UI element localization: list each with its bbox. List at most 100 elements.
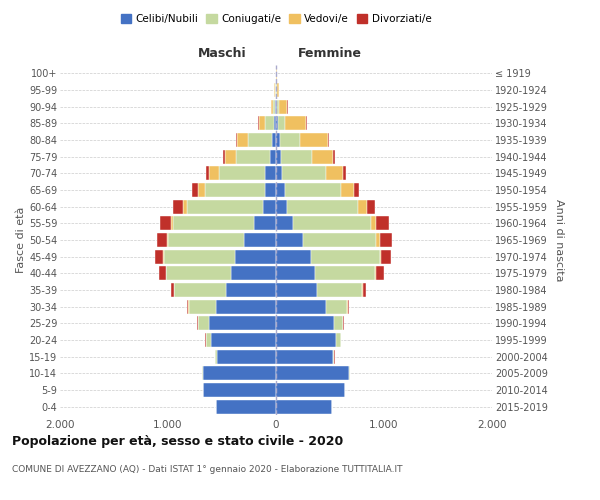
- Bar: [183, 200, 187, 214]
- Bar: [281, 150, 311, 164]
- Bar: [223, 150, 225, 164]
- Bar: [276, 350, 333, 364]
- Bar: [276, 200, 287, 214]
- Bar: [354, 183, 359, 197]
- Text: Maschi: Maschi: [197, 47, 247, 60]
- Bar: [358, 200, 367, 214]
- Bar: [363, 283, 366, 297]
- Bar: [276, 316, 334, 330]
- Bar: [280, 133, 300, 147]
- Bar: [276, 166, 283, 180]
- Bar: [293, 216, 371, 230]
- Bar: [265, 116, 274, 130]
- Bar: [159, 266, 166, 280]
- Bar: [198, 316, 209, 330]
- Bar: [276, 366, 349, 380]
- Bar: [276, 100, 277, 114]
- Bar: [173, 216, 254, 230]
- Bar: [337, 333, 341, 347]
- Bar: [276, 383, 345, 397]
- Bar: [276, 116, 278, 130]
- Bar: [376, 216, 389, 230]
- Bar: [284, 116, 306, 130]
- Bar: [276, 250, 311, 264]
- Bar: [278, 100, 287, 114]
- Bar: [230, 266, 276, 280]
- Bar: [215, 400, 276, 414]
- Bar: [205, 183, 265, 197]
- Bar: [226, 283, 276, 297]
- Bar: [167, 233, 168, 247]
- Bar: [317, 283, 362, 297]
- Bar: [276, 300, 326, 314]
- Bar: [278, 116, 284, 130]
- Bar: [333, 150, 335, 164]
- Bar: [269, 150, 276, 164]
- Bar: [237, 133, 248, 147]
- Bar: [276, 183, 284, 197]
- Bar: [219, 166, 265, 180]
- Bar: [192, 183, 198, 197]
- Bar: [209, 316, 276, 330]
- Bar: [265, 183, 276, 197]
- Bar: [276, 283, 317, 297]
- Bar: [283, 166, 326, 180]
- Bar: [371, 216, 376, 230]
- Bar: [341, 183, 354, 197]
- Bar: [380, 250, 382, 264]
- Bar: [164, 250, 235, 264]
- Bar: [254, 216, 276, 230]
- Bar: [367, 200, 376, 214]
- Bar: [376, 233, 380, 247]
- Bar: [187, 200, 263, 214]
- Bar: [284, 183, 341, 197]
- Bar: [236, 150, 269, 164]
- Y-axis label: Anni di nascita: Anni di nascita: [554, 198, 565, 281]
- Bar: [382, 250, 391, 264]
- Bar: [188, 300, 215, 314]
- Bar: [168, 233, 244, 247]
- Bar: [206, 166, 209, 180]
- Bar: [215, 300, 276, 314]
- Bar: [244, 233, 276, 247]
- Bar: [215, 350, 217, 364]
- Bar: [326, 300, 347, 314]
- Bar: [271, 100, 273, 114]
- Bar: [333, 350, 334, 364]
- Bar: [287, 200, 358, 214]
- Bar: [311, 250, 380, 264]
- Y-axis label: Fasce di età: Fasce di età: [16, 207, 26, 273]
- Legend: Celibi/Nubili, Coniugati/e, Vedovi/e, Divorziati/e: Celibi/Nubili, Coniugati/e, Vedovi/e, Di…: [116, 10, 436, 29]
- Bar: [206, 333, 211, 347]
- Text: Popolazione per età, sesso e stato civile - 2020: Popolazione per età, sesso e stato civil…: [12, 435, 343, 448]
- Bar: [276, 333, 337, 347]
- Bar: [334, 316, 343, 330]
- Bar: [326, 166, 343, 180]
- Bar: [211, 333, 276, 347]
- Bar: [171, 283, 174, 297]
- Bar: [263, 200, 276, 214]
- Bar: [276, 400, 332, 414]
- Bar: [276, 150, 281, 164]
- Bar: [173, 200, 183, 214]
- Bar: [275, 100, 276, 114]
- Bar: [380, 233, 392, 247]
- Bar: [248, 133, 272, 147]
- Bar: [166, 266, 230, 280]
- Bar: [276, 216, 293, 230]
- Bar: [203, 383, 276, 397]
- Bar: [203, 366, 276, 380]
- Bar: [273, 100, 275, 114]
- Bar: [276, 233, 303, 247]
- Bar: [376, 266, 384, 280]
- Bar: [236, 133, 237, 147]
- Bar: [217, 350, 276, 364]
- Bar: [343, 166, 346, 180]
- Bar: [265, 166, 276, 180]
- Bar: [235, 250, 276, 264]
- Bar: [160, 216, 171, 230]
- Bar: [225, 150, 236, 164]
- Bar: [315, 266, 376, 280]
- Bar: [276, 133, 280, 147]
- Text: Femmine: Femmine: [298, 47, 362, 60]
